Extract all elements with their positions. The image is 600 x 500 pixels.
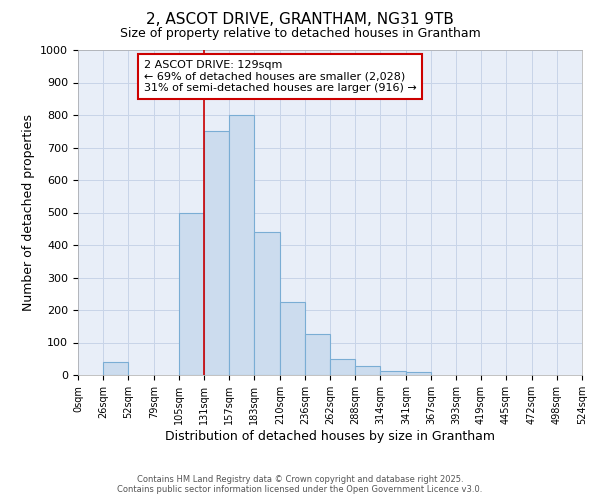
Bar bbox=[330, 359, 355, 375]
Bar bbox=[103, 362, 128, 375]
Bar bbox=[204, 131, 229, 375]
Bar bbox=[229, 115, 254, 375]
Text: 2 ASCOT DRIVE: 129sqm
← 69% of detached houses are smaller (2,028)
31% of semi-d: 2 ASCOT DRIVE: 129sqm ← 69% of detached … bbox=[143, 60, 416, 93]
Bar bbox=[280, 302, 305, 375]
Bar bbox=[406, 372, 431, 375]
X-axis label: Distribution of detached houses by size in Grantham: Distribution of detached houses by size … bbox=[165, 430, 495, 442]
Text: 2, ASCOT DRIVE, GRANTHAM, NG31 9TB: 2, ASCOT DRIVE, GRANTHAM, NG31 9TB bbox=[146, 12, 454, 28]
Bar bbox=[355, 366, 380, 375]
Bar bbox=[380, 371, 406, 375]
Y-axis label: Number of detached properties: Number of detached properties bbox=[22, 114, 35, 311]
Bar bbox=[305, 334, 330, 375]
Text: Size of property relative to detached houses in Grantham: Size of property relative to detached ho… bbox=[119, 28, 481, 40]
Bar bbox=[179, 212, 204, 375]
Text: Contains HM Land Registry data © Crown copyright and database right 2025.
Contai: Contains HM Land Registry data © Crown c… bbox=[118, 474, 482, 494]
Bar bbox=[254, 232, 280, 375]
